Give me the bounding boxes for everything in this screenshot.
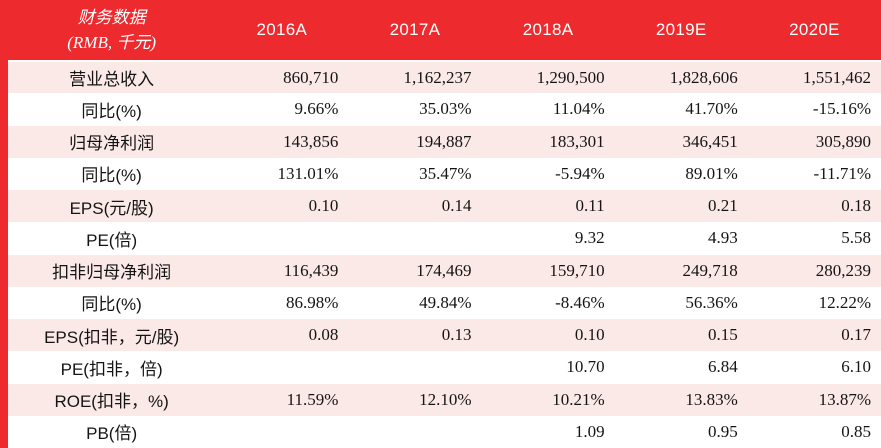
row-label: EPS(元/股) [8, 190, 216, 223]
table-row-deducted-yoy: 同比(%) 86.98% 49.84% -8.46% 56.36% 12.22% [8, 286, 881, 319]
table-title-cell: 财务数据 (RMB, 千元) [8, 0, 216, 62]
cell-value: 86.98% [215, 286, 349, 319]
cell-value: 4.93 [614, 222, 748, 255]
cell-value: 131.01% [215, 157, 349, 190]
row-label: PB(倍) [8, 415, 216, 448]
row-label: 归母净利润 [8, 125, 216, 158]
table-row-revenue-yoy: 同比(%) 9.66% 35.03% 11.04% 41.70% -15.16% [8, 93, 881, 126]
cell-value: 1.09 [481, 415, 615, 448]
cell-value: 860,710 [215, 61, 349, 94]
table-body: 营业总收入 860,710 1,162,237 1,290,500 1,828,… [8, 61, 881, 448]
cell-value: 1,551,462 [747, 61, 881, 94]
cell-value: 35.03% [348, 93, 482, 126]
cell-value: -8.46% [481, 286, 615, 319]
table-row-pb: PB(倍) 1.09 0.95 0.85 [8, 415, 881, 448]
left-accent-bar [0, 0, 8, 448]
row-label: 同比(%) [8, 157, 216, 190]
column-header-2020e: 2020E [747, 0, 881, 62]
cell-value: 0.14 [348, 190, 482, 223]
row-label: 扣非归母净利润 [8, 254, 216, 287]
cell-value: 159,710 [481, 254, 615, 287]
cell-value: -5.94% [481, 157, 615, 190]
table-row-net-profit-yoy: 同比(%) 131.01% 35.47% -5.94% 89.01% -11.7… [8, 157, 881, 190]
cell-value: 0.08 [215, 319, 349, 352]
cell-value: 56.36% [614, 286, 748, 319]
cell-value [215, 222, 349, 255]
header-row: 财务数据 (RMB, 千元) 2016A 2017A 2018A 2019E 2… [8, 0, 881, 62]
cell-value: 194,887 [348, 125, 482, 158]
cell-value: 0.21 [614, 190, 748, 223]
cell-value [348, 415, 482, 448]
row-label: 同比(%) [8, 286, 216, 319]
table-row-pe: PE(倍) 9.32 4.93 5.58 [8, 222, 881, 255]
table-title-line2: (RMB, 千元) [67, 33, 156, 52]
cell-value: -11.71% [747, 157, 881, 190]
cell-value: 13.83% [614, 383, 748, 416]
table-title-line1: 财务数据 [77, 8, 146, 27]
cell-value: 305,890 [747, 125, 881, 158]
cell-value: 0.10 [215, 190, 349, 223]
column-header-2018a: 2018A [481, 0, 615, 62]
cell-value: 35.47% [348, 157, 482, 190]
table-row-deducted-eps: EPS(扣非，元/股) 0.08 0.13 0.10 0.15 0.17 [8, 319, 881, 352]
row-label: PE(倍) [8, 222, 216, 255]
column-header-2016a: 2016A [215, 0, 349, 62]
cell-value: 0.13 [348, 319, 482, 352]
cell-value: 116,439 [215, 254, 349, 287]
cell-value [215, 351, 349, 384]
cell-value: 9.66% [215, 93, 349, 126]
cell-value: 280,239 [747, 254, 881, 287]
cell-value: 0.85 [747, 415, 881, 448]
cell-value: 346,451 [614, 125, 748, 158]
cell-value: 11.04% [481, 93, 615, 126]
cell-value: 49.84% [348, 286, 482, 319]
table-row-revenue: 营业总收入 860,710 1,162,237 1,290,500 1,828,… [8, 61, 881, 94]
cell-value: 0.17 [747, 319, 881, 352]
financial-summary-table: 财务数据 (RMB, 千元) 2016A 2017A 2018A 2019E 2… [8, 0, 881, 448]
cell-value: 1,828,606 [614, 61, 748, 94]
row-label: EPS(扣非，元/股) [8, 319, 216, 352]
cell-value: -15.16% [747, 93, 881, 126]
cell-value: 9.32 [481, 222, 615, 255]
cell-value: 5.58 [747, 222, 881, 255]
cell-value: 143,856 [215, 125, 349, 158]
cell-value: 11.59% [215, 383, 349, 416]
table-row-eps: EPS(元/股) 0.10 0.14 0.11 0.21 0.18 [8, 190, 881, 223]
row-label: ROE(扣非，%) [8, 383, 216, 416]
cell-value: 13.87% [747, 383, 881, 416]
cell-value: 183,301 [481, 125, 615, 158]
table-row-net-profit: 归母净利润 143,856 194,887 183,301 346,451 30… [8, 125, 881, 158]
row-label: 同比(%) [8, 93, 216, 126]
cell-value [348, 222, 482, 255]
row-label: 营业总收入 [8, 61, 216, 94]
cell-value: 6.10 [747, 351, 881, 384]
cell-value: 12.10% [348, 383, 482, 416]
column-header-2019e: 2019E [614, 0, 748, 62]
cell-value: 41.70% [614, 93, 748, 126]
cell-value: 1,290,500 [481, 61, 615, 94]
cell-value: 10.70 [481, 351, 615, 384]
cell-value: 0.95 [614, 415, 748, 448]
cell-value [348, 351, 482, 384]
column-header-2017a: 2017A [348, 0, 482, 62]
cell-value: 1,162,237 [348, 61, 482, 94]
table-row-deducted-pe: PE(扣非，倍) 10.70 6.84 6.10 [8, 351, 881, 384]
cell-value: 0.18 [747, 190, 881, 223]
cell-value: 0.15 [614, 319, 748, 352]
row-label: PE(扣非，倍) [8, 351, 216, 384]
cell-value [215, 415, 349, 448]
table-row-deducted-roe: ROE(扣非，%) 11.59% 12.10% 10.21% 13.83% 13… [8, 383, 881, 416]
table-row-deducted-net-profit: 扣非归母净利润 116,439 174,469 159,710 249,718 … [8, 254, 881, 287]
cell-value: 89.01% [614, 157, 748, 190]
cell-value: 249,718 [614, 254, 748, 287]
cell-value: 0.10 [481, 319, 615, 352]
cell-value: 6.84 [614, 351, 748, 384]
cell-value: 12.22% [747, 286, 881, 319]
cell-value: 0.11 [481, 190, 615, 223]
cell-value: 174,469 [348, 254, 482, 287]
cell-value: 10.21% [481, 383, 615, 416]
